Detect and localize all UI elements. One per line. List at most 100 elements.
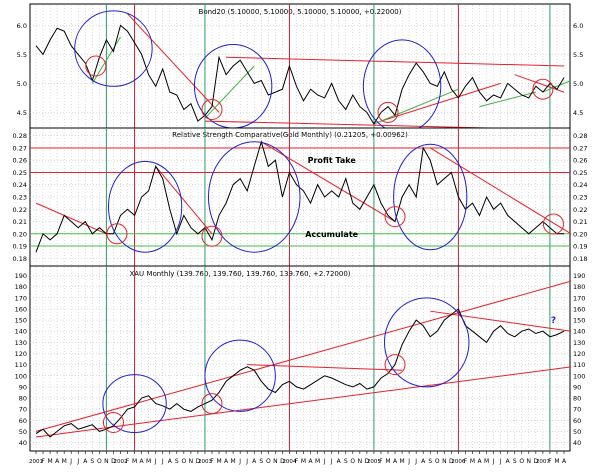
highlight-ellipse-blue: [102, 374, 167, 434]
x-tick-label: 2001: [29, 459, 43, 465]
panel-rsc-gold: Relative Strength Comparative(Gold Month…: [13, 127, 587, 267]
x-tick-label: 2004: [282, 459, 296, 465]
y-tick-label-right: 5.5: [573, 51, 583, 59]
x-tick-label: M: [301, 458, 306, 465]
x-tick-label: A: [309, 458, 314, 465]
y-tick-label-right: 40: [573, 439, 581, 447]
panel-bond20-title: Bond20 (5.10000, 5.10000, 5.10000, 5.100…: [199, 8, 402, 16]
x-tick-label: O: [181, 458, 186, 465]
y-tick-label-left: 5.5: [17, 51, 27, 59]
highlight-ellipse-blue: [393, 143, 468, 251]
y-tick-label-right: 180: [573, 283, 585, 291]
panel-xau: XAU Monthly (139.760, 139.760, 139.760, …: [15, 265, 585, 452]
x-tick-label: S: [513, 458, 517, 465]
y-tick-label-left: 4.5: [17, 109, 27, 117]
x-tick-label: A: [83, 458, 88, 465]
y-tick-label-right: 0.19: [573, 243, 587, 251]
x-tick-label: M: [62, 458, 67, 465]
x-tick-label: A: [140, 458, 145, 465]
y-tick-label-left: 60: [19, 417, 27, 425]
x-tick-label: M: [385, 458, 390, 465]
x-tick-label: F: [210, 458, 214, 465]
highlight-circle-red: [384, 354, 406, 376]
trendline-red: [35, 202, 107, 235]
series-line: [35, 24, 565, 125]
trendline-red: [429, 147, 572, 235]
highlight-ellipse-blue: [108, 160, 183, 253]
y-tick-label-left: 190: [15, 272, 27, 280]
x-tick-label: J: [69, 458, 72, 465]
panel-rsc-gold-title: Relative Strength Comparative(Gold Month…: [172, 131, 408, 139]
x-tick-label: D: [111, 458, 116, 465]
x-tick-label: D: [365, 458, 370, 465]
y-tick-label-left: 0.18: [13, 255, 27, 263]
x-tick-label: 2007: [536, 459, 550, 465]
x-tick-label: M: [484, 458, 489, 465]
trendline-red: [514, 74, 565, 93]
y-tick-label-right: 0.28: [573, 132, 587, 140]
x-tick-label: O: [97, 458, 102, 465]
x-tick-label: S: [175, 458, 179, 465]
y-tick-label-left: 0.21: [13, 218, 27, 226]
x-tick-label: O: [266, 458, 271, 465]
y-tick-label-left: 0.25: [13, 169, 27, 177]
y-tick-label-right: 0.25: [573, 169, 587, 177]
y-tick-label-right: 0.22: [573, 206, 587, 214]
x-tick-label: N: [104, 458, 109, 465]
y-tick-label-right: 0.18: [573, 255, 587, 263]
highlight-ellipse-blue: [383, 297, 470, 388]
y-tick-label-left: 0.20: [13, 230, 27, 238]
x-tick-label: A: [477, 458, 482, 465]
y-tick-label-left: 0.23: [13, 194, 27, 202]
series-line: [35, 308, 565, 438]
x-tick-label: A: [421, 458, 426, 465]
x-tick-label: J: [238, 458, 241, 465]
x-tick-label: D: [280, 458, 285, 465]
trendline-red: [380, 82, 501, 122]
series-line: [35, 139, 564, 253]
highlight-circle-red: [85, 55, 107, 77]
y-tick-label-left: 180: [15, 283, 27, 291]
y-tick-label-left: 100: [15, 372, 27, 380]
y-tick-label-left: 0.22: [13, 206, 27, 214]
x-tick-label: S: [90, 458, 94, 465]
y-tick-label-left: 120: [15, 350, 27, 358]
highlight-circle-red: [532, 78, 554, 100]
y-tick-label-left: 170: [15, 294, 27, 302]
x-tick-label: J: [323, 458, 326, 465]
x-tick-label: A: [224, 458, 229, 465]
x-tick-label: J: [161, 458, 164, 465]
y-tick-label-right: 5.0: [573, 80, 583, 88]
y-tick-label-left: 0.27: [13, 144, 27, 152]
trendline-green: [542, 80, 572, 93]
annotation-label: Accumulate: [305, 230, 358, 239]
trendline-green: [373, 88, 459, 125]
x-tick-label: 2003: [198, 459, 212, 465]
y-tick-label-right: 160: [573, 305, 585, 313]
y-tick-label-right: 170: [573, 294, 585, 302]
y-tick-label-right: 0.27: [573, 144, 587, 152]
y-tick-label-left: 0.28: [13, 132, 27, 140]
y-tick-label-left: 90: [19, 383, 27, 391]
y-tick-label-left: 50: [19, 428, 27, 436]
y-tick-label-left: 5.0: [17, 80, 27, 88]
x-tick-label: M: [146, 458, 151, 465]
trendline-red: [35, 280, 572, 432]
y-tick-label-left: 110: [15, 361, 27, 369]
x-tick-label: F: [548, 458, 552, 465]
y-tick-label-right: 100: [573, 372, 585, 380]
question-mark-label: ?: [551, 316, 556, 326]
x-tick-label: A: [168, 458, 173, 465]
y-tick-label-right: 140: [573, 328, 585, 336]
x-tick-label: A: [252, 458, 257, 465]
panel-bond20-frame: [29, 3, 571, 129]
y-tick-label-left: 0.24: [13, 181, 27, 189]
y-tick-label-right: 0.26: [573, 157, 587, 165]
x-tick-label: J: [76, 458, 79, 465]
x-tick-label: 2002: [113, 459, 127, 465]
y-tick-label-right: 70: [573, 406, 581, 414]
trendline-green: [479, 91, 536, 108]
x-tick-label: F: [464, 458, 468, 465]
